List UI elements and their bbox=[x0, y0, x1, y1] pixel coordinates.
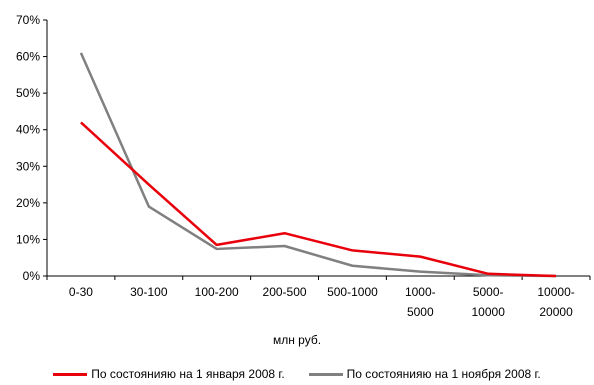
x-tick-label: 500-1000 bbox=[327, 285, 378, 299]
legend-item-jan: По состоянияю на 1 января 2008 г. bbox=[53, 365, 285, 383]
y-tick-label: 50% bbox=[16, 86, 40, 100]
legend-item-nov: По состоянияю на 1 ноября 2008 г. bbox=[308, 365, 541, 383]
x-tick-label: 1000-5000 bbox=[405, 285, 436, 319]
y-tick-label: 0% bbox=[23, 269, 41, 283]
legend-label-nov: По состоянияю на 1 ноября 2008 г. bbox=[346, 367, 541, 381]
y-tick-label: 30% bbox=[16, 159, 40, 173]
legend-label-jan: По состоянияю на 1 января 2008 г. bbox=[91, 367, 285, 381]
y-tick-label: 70% bbox=[16, 13, 40, 27]
x-tick-label: 100-200 bbox=[195, 285, 239, 299]
series-line-nov bbox=[79, 52, 557, 278]
x-tick-label: 5000-10000 bbox=[472, 285, 506, 319]
x-tick-label: 0-30 bbox=[69, 285, 93, 299]
legend: По состоянияю на 1 января 2008 г. По сос… bbox=[0, 365, 594, 383]
legend-swatch-nov bbox=[308, 372, 343, 376]
x-tick-label: 30-100 bbox=[130, 285, 168, 299]
legend-swatch-jan bbox=[53, 372, 88, 376]
y-tick-label: 20% bbox=[16, 196, 40, 210]
y-tick-label: 10% bbox=[16, 232, 40, 246]
series-line-jan bbox=[80, 121, 557, 278]
y-tick-label: 60% bbox=[16, 50, 40, 64]
x-tick-label: 10000-20000 bbox=[537, 285, 574, 319]
line-chart: 0% 10% 20% 30% 40% 50% 60% 70% 0-30 30-100 100-200… bbox=[16, 13, 591, 319]
x-tick-label: 200-500 bbox=[263, 285, 307, 299]
x-axis-label: млн руб. bbox=[272, 333, 322, 347]
y-tick-label: 40% bbox=[16, 123, 40, 137]
